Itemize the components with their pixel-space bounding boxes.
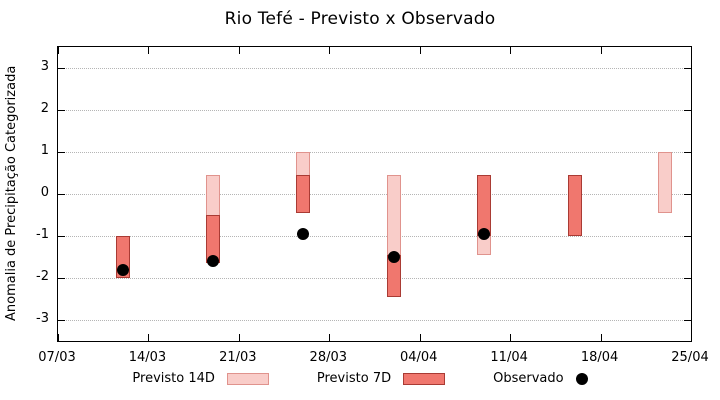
legend-item-previsto-14d: Previsto 14D bbox=[132, 371, 269, 386]
observed-dot bbox=[478, 227, 491, 240]
x-tick-mark bbox=[419, 334, 421, 341]
forecast-7d-bar bbox=[477, 175, 492, 236]
forecast-7d-bar bbox=[296, 175, 311, 213]
observed-dot bbox=[116, 263, 129, 276]
y-tick-mark bbox=[684, 110, 691, 111]
y-tick-label: 0 bbox=[40, 185, 49, 200]
y-tick-mark bbox=[684, 278, 691, 279]
previsto-14d-swatch bbox=[226, 372, 269, 385]
legend-item-previsto-7d: Previsto 7D bbox=[316, 371, 446, 386]
x-tick-mark bbox=[148, 334, 150, 341]
legend: Previsto 14D Previsto 7D Observado bbox=[0, 371, 720, 386]
y-tick-mark bbox=[58, 152, 65, 153]
y-tick-mark bbox=[684, 68, 691, 69]
y-tick-mark bbox=[684, 320, 691, 321]
gridline-horizontal bbox=[58, 320, 691, 321]
x-tick-mark bbox=[600, 334, 602, 341]
forecast-7d-bar bbox=[567, 175, 582, 236]
observado-dot-swatch bbox=[575, 372, 588, 385]
observed-dot bbox=[387, 251, 400, 263]
x-tick-mark bbox=[329, 334, 331, 341]
x-tick-mark bbox=[691, 47, 692, 54]
plot-area bbox=[57, 46, 692, 342]
legend-item-observado: Observado bbox=[493, 371, 588, 386]
y-tick-mark bbox=[58, 236, 65, 237]
y-tick-label: 3 bbox=[40, 59, 49, 74]
chart-title: Rio Tefé - Previsto x Observado bbox=[224, 9, 496, 29]
x-tick-mark bbox=[238, 334, 240, 341]
y-tick-mark bbox=[58, 110, 65, 111]
y-tick-mark bbox=[684, 236, 691, 237]
legend-label-observado: Observado bbox=[493, 371, 564, 386]
observed-dot bbox=[297, 227, 310, 240]
x-tick-label: 28/03 bbox=[309, 350, 348, 365]
gridline-horizontal bbox=[58, 194, 691, 195]
legend-label-previsto-14d: Previsto 14D bbox=[132, 371, 215, 386]
gridline-horizontal bbox=[58, 278, 691, 279]
x-tick-mark bbox=[600, 47, 602, 54]
gridline-horizontal bbox=[58, 236, 691, 237]
y-tick-mark bbox=[684, 194, 691, 195]
x-tick-mark bbox=[148, 47, 150, 54]
x-tick-label: 25/04 bbox=[671, 350, 709, 365]
y-tick-label: -2 bbox=[36, 269, 49, 284]
gridline-horizontal bbox=[58, 152, 691, 153]
x-tick-mark bbox=[510, 334, 512, 341]
x-tick-mark bbox=[329, 47, 331, 54]
x-tick-label: 11/04 bbox=[490, 350, 528, 365]
forecast-14d-bar bbox=[658, 152, 673, 213]
y-tick-label: -3 bbox=[36, 311, 49, 326]
y-tick-mark bbox=[58, 320, 65, 321]
y-tick-mark bbox=[684, 152, 691, 153]
x-tick-mark bbox=[419, 47, 421, 54]
x-tick-mark bbox=[238, 47, 240, 54]
x-tick-label: 18/04 bbox=[580, 350, 619, 365]
y-tick-mark bbox=[58, 68, 65, 69]
previsto-7d-swatch bbox=[403, 372, 446, 385]
y-tick-label: -1 bbox=[36, 227, 49, 242]
x-tick-mark bbox=[58, 334, 59, 341]
forecast-14d-bar bbox=[386, 175, 401, 255]
x-tick-mark bbox=[510, 47, 512, 54]
y-tick-mark bbox=[58, 278, 65, 279]
gridline-horizontal bbox=[58, 110, 691, 111]
gridline-horizontal bbox=[58, 68, 691, 69]
legend-label-previsto-7d: Previsto 7D bbox=[316, 371, 392, 386]
x-tick-mark bbox=[691, 334, 692, 341]
y-tick-mark bbox=[58, 194, 65, 195]
x-tick-label: 21/03 bbox=[219, 350, 257, 365]
y-tick-label: 2 bbox=[40, 101, 49, 116]
y-tick-label: 1 bbox=[40, 143, 49, 158]
observed-dot bbox=[207, 255, 220, 268]
x-tick-label: 14/03 bbox=[128, 350, 167, 365]
x-tick-label: 07/03 bbox=[38, 350, 76, 365]
x-tick-label: 04/04 bbox=[399, 350, 438, 365]
x-tick-mark bbox=[58, 47, 59, 54]
